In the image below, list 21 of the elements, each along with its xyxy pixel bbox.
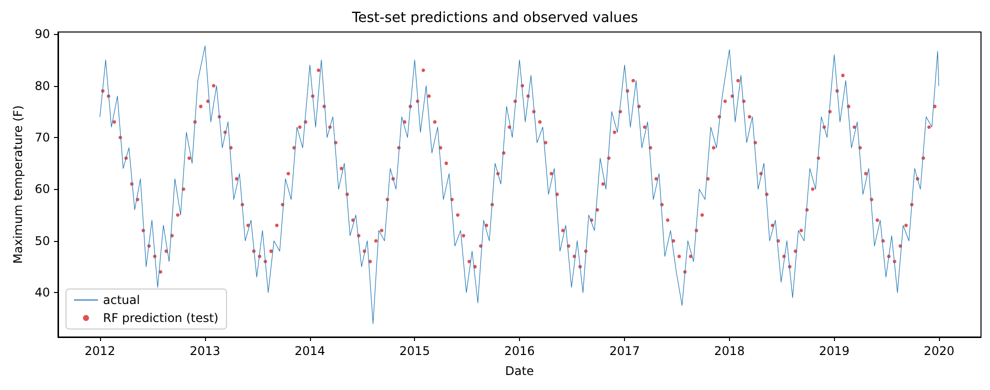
x-tick-label: 2012 (84, 344, 116, 358)
y-axis-title: Maximum temperature (F) (10, 105, 25, 264)
x-tick-label: 2014 (294, 344, 326, 358)
chart-title: Test-set predictions and observed values (350, 10, 638, 26)
y-tick-label: 40 (34, 286, 50, 300)
x-tick-label: 2017 (609, 344, 640, 358)
line-series (100, 46, 940, 324)
y-tick-label: 60 (34, 182, 50, 196)
y-tick-label: 80 (34, 78, 50, 93)
x-tick-label: 2013 (190, 344, 220, 358)
legend-label: RF prediction (test) (103, 311, 218, 325)
legend-label: actual (103, 293, 140, 307)
x-tick-label: 2018 (714, 344, 745, 358)
x-tick-label: 2019 (818, 344, 850, 358)
x-tick-label: 2020 (924, 344, 954, 358)
y-tick-label: 90 (34, 27, 50, 42)
x-tick-label: 2015 (399, 344, 430, 358)
x-tick-label: 2016 (504, 344, 535, 358)
x-axis-title: Date (505, 364, 534, 378)
y-tick-label: 70 (34, 130, 50, 144)
y-tick-label: 50 (34, 234, 50, 248)
